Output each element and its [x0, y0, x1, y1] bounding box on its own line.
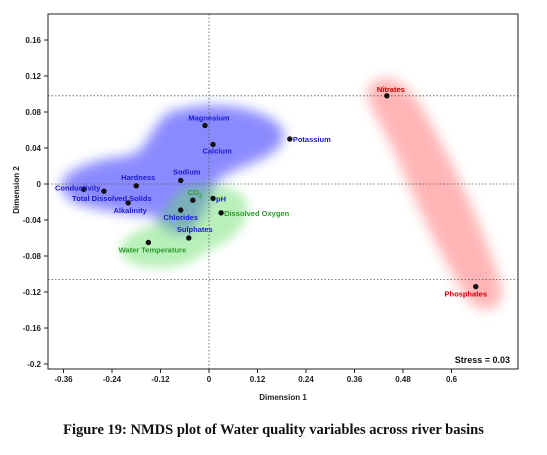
point-alkalinity	[125, 200, 131, 206]
reference-lines	[48, 14, 518, 369]
y-tick-label: -0.2	[27, 360, 41, 369]
point-potassium	[287, 136, 293, 142]
point-calcium	[210, 141, 216, 148]
x-tick-label: -0.36	[54, 375, 73, 384]
point-label-chlorides: Chlorides	[163, 213, 198, 222]
x-axis-title: Dimension 1	[259, 393, 307, 402]
y-tick-label: 0.08	[25, 108, 41, 117]
point-label-co2: CO2	[188, 188, 202, 200]
x-tick-label: 0.36	[347, 375, 363, 384]
x-tick-label: 0.12	[250, 375, 266, 384]
point-nitrates	[384, 93, 390, 99]
x-tick-label: 0.6	[446, 375, 458, 384]
cluster-hulls	[61, 78, 502, 310]
data-points: Nitrates Phosphates Magnesium Calcium Potass…	[55, 85, 487, 299]
point-sulphates	[186, 235, 192, 241]
point-total-dissolved-solids	[101, 188, 107, 194]
point-hardness	[133, 183, 139, 189]
point-label-phosphates: Phosphates	[444, 290, 487, 299]
plot-frame	[47, 13, 519, 370]
y-axis-ticks: 0.16 0.12 0.08 0.04 0 -0.04 -0.08 -0.12 -0.16 -0.…	[23, 36, 48, 369]
y-tick-label: 0.12	[25, 72, 41, 81]
y-tick-label: 0	[37, 180, 42, 189]
x-tick-label: -0.12	[151, 375, 170, 384]
y-tick-label: -0.16	[23, 324, 42, 333]
point-label-water-temperature: Water Temperature	[119, 246, 187, 255]
y-axis-title: Dimension 2	[12, 166, 21, 214]
point-label-conductivity: Conductivity	[55, 183, 101, 192]
point-ph	[210, 195, 216, 202]
point-label-magnesium: Magnesium	[188, 114, 230, 123]
point-label-hardness: Hardness	[121, 173, 155, 182]
point-label-sodium: Sodium	[173, 167, 201, 176]
point-label-sulphates: Sulphates	[177, 225, 213, 234]
point-dissolved-oxygen	[218, 210, 224, 216]
y-tick-label: 0.16	[25, 36, 41, 45]
point-water-temperature	[145, 239, 152, 246]
point-label-calcium: Calcium	[202, 146, 232, 155]
y-tick-label: -0.04	[23, 216, 42, 225]
point-conductivity	[81, 186, 87, 193]
point-chlorides	[178, 207, 184, 213]
point-co2	[190, 197, 196, 203]
point-label-dissolved-oxygen: Dissolved Oxygen	[224, 209, 289, 218]
x-tick-label: -0.24	[103, 375, 122, 384]
point-phosphates	[473, 283, 479, 290]
point-sodium	[178, 177, 184, 184]
figure-caption: Figure 19: NMDS plot of Water quality va…	[63, 422, 484, 438]
stress-label: Stress = 0.03	[455, 355, 510, 365]
y-tick-label: -0.08	[23, 252, 42, 261]
point-label-ph: pH	[216, 194, 226, 203]
y-tick-label: 0.04	[25, 144, 41, 153]
point-label-potassium: Potassium	[293, 135, 331, 144]
point-label-alkalinity: Alkalinity	[113, 206, 147, 215]
physical-cluster-hull	[120, 184, 248, 268]
x-axis-ticks: -0.36 -0.24 -0.12 0 0.12 0.24 0.36 0.48 0.6	[54, 369, 458, 384]
x-tick-label: 0.48	[395, 375, 411, 384]
point-label-total-dissolved-solids: Total Dissolved Solids	[72, 194, 151, 203]
x-tick-label: 0	[207, 375, 212, 384]
ionic-cluster-hull	[61, 105, 284, 234]
point-magnesium	[202, 122, 208, 129]
point-label-nitrates: Nitrates	[377, 85, 405, 94]
x-tick-label: 0.24	[298, 375, 314, 384]
nutrient-cluster-hull	[367, 78, 502, 310]
y-tick-label: -0.12	[23, 288, 42, 297]
